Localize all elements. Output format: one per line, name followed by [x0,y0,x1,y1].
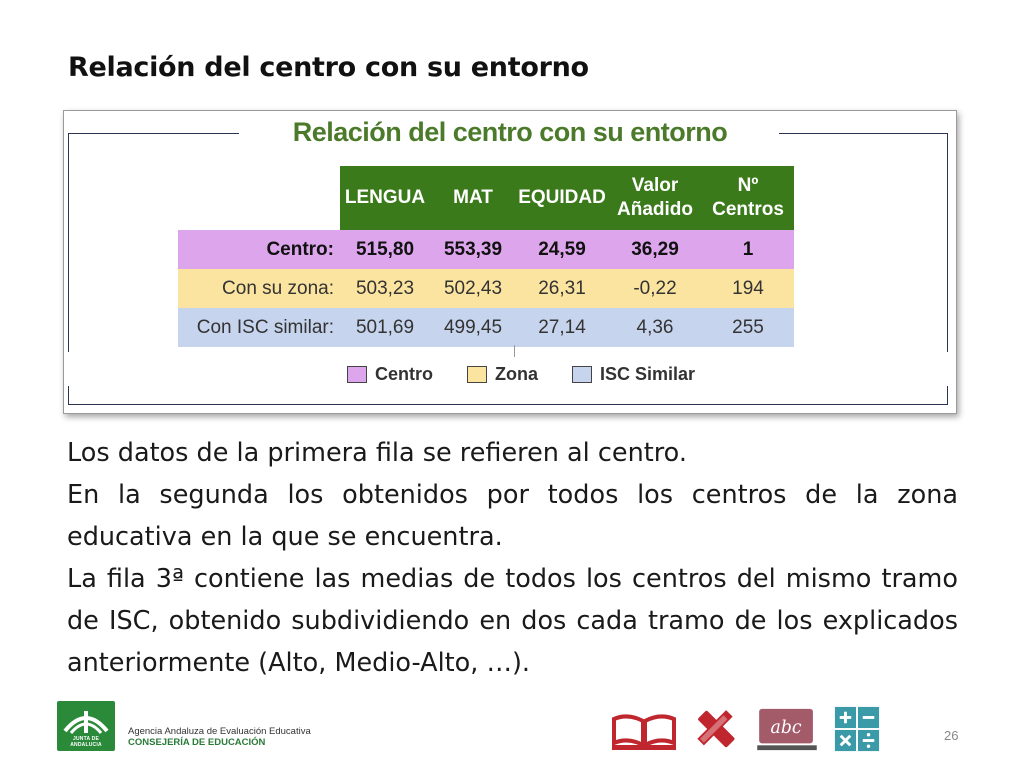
divider-tick [514,345,515,357]
column-header-valor-anadido: Valor Añadido [608,166,702,230]
junta-emblem-icon [63,711,109,734]
legend-item-isc-similar: ISC Similar [572,364,695,385]
legend-label: Centro [375,364,433,384]
results-table: LENGUA MAT EQUIDAD Valor Añadido Nº Cent… [178,166,794,347]
legend-swatch-zona [467,366,487,383]
paragraph-3: La fila 3ª contiene las medias de todos … [67,564,958,678]
cell-value: 26,31 [516,269,608,308]
slide-title: Relación del centro con su entorno [68,52,589,83]
cell-value: 36,29 [608,230,702,269]
cell-value: 503,23 [340,269,430,308]
table-header-row: LENGUA MAT EQUIDAD Valor Añadido Nº Cent… [178,166,794,230]
logo-caption: JUNTA DE ANDALUCIA [70,736,102,748]
legend-label: Zona [495,364,538,384]
body-text: Los datos de la primera fila se refieren… [67,432,958,684]
cell-value: 255 [702,308,794,347]
svg-text:abc: abc [771,718,802,738]
column-header-mat: MAT [430,166,516,230]
column-header-valor-line2: Añadido [617,199,693,220]
column-header-num-centros: Nº Centros [702,166,794,230]
legend-item-zona: Zona [467,364,538,385]
abc-board-icon: abc [757,708,817,751]
legend-swatch-centro [347,366,367,383]
cell-value: 499,45 [430,308,516,347]
column-header-valor-line1: Valor [631,175,679,196]
figure-inner-border [66,130,950,405]
cell-value: 515,80 [340,230,430,269]
row-label: Centro: [178,230,340,269]
math-operations-icon [834,706,880,752]
row-label: Con ISC similar: [178,308,340,347]
ruler-pencil-icon [697,710,735,748]
cell-value: 27,14 [516,308,608,347]
page-number: 26 [944,728,959,743]
figure-title: Relación del centro con su entorno [292,117,728,147]
table-figure: Relación del centro con su entorno LENGU… [63,110,957,414]
cell-value: 4,36 [608,308,702,347]
agency-name: Agencia Andaluza de Evaluación Educativa… [128,726,311,748]
legend-swatch-isc [572,366,592,383]
cell-value: 24,59 [516,230,608,269]
table-row-centro: Centro: 515,80 553,39 24,59 36,29 1 [178,230,794,269]
cell-value: 553,39 [430,230,516,269]
cell-value: 502,43 [430,269,516,308]
book-icon [612,714,676,750]
row-label: Con su zona: [178,269,340,308]
column-header-equidad: EQUIDAD [516,166,608,230]
cell-value: 501,69 [340,308,430,347]
legend: Centro Zona ISC Similar [347,364,729,385]
agency-line2: CONSEJERÍA DE EDUCACIÓN [128,737,266,748]
column-header-lengua: LENGUA [340,166,430,230]
table-row-isc-similar: Con ISC similar: 501,69 499,45 27,14 4,3… [178,308,794,347]
junta-andalucia-logo: JUNTA DE ANDALUCIA [57,701,115,751]
cell-value: 194 [702,269,794,308]
cell-value: 1 [702,230,794,269]
agency-line1: Agencia Andaluza de Evaluación Educativa [128,726,311,737]
table-row-zona: Con su zona: 503,23 502,43 26,31 -0,22 1… [178,269,794,308]
paragraph-1: Los datos de la primera fila se refieren… [67,438,687,468]
legend-item-centro: Centro [347,364,433,385]
paragraph-2: En la segunda los obtenidos por todos lo… [67,480,958,552]
cell-value: -0,22 [608,269,702,308]
legend-label: ISC Similar [600,364,696,384]
